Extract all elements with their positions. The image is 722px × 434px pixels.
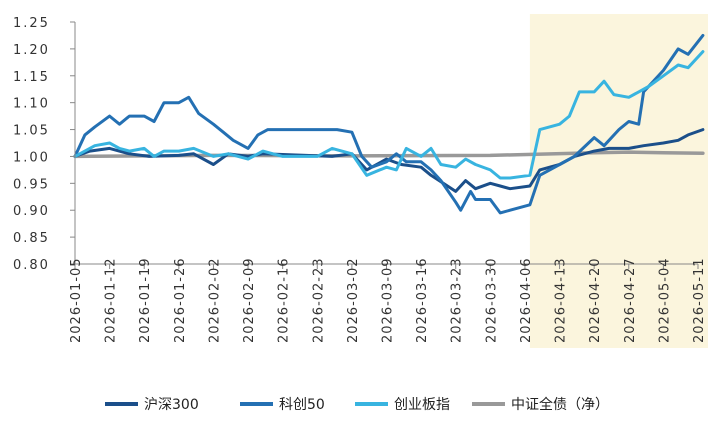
legend-label: 沪深300 [144,397,199,413]
x-tick-label: 2026-02-02 [207,257,222,343]
x-tick-label: 2026-04-13 [554,257,569,343]
series-line-2 [73,50,705,180]
x-tick-label: 2026-04-27 [623,257,638,343]
x-tick-label: 2026-04-06 [519,257,534,343]
legend-label: 中证全债（净） [511,396,609,413]
y-tick-label: 1.00 [13,150,50,165]
y-tick-label: 1.25 [13,16,50,31]
x-tick-label: 2026-03-09 [381,257,396,343]
highlight-band [529,14,708,348]
x-tick-label: 2026-01-05 [69,257,84,343]
series-lines [73,33,705,215]
y-tick-label: 0.90 [13,204,50,219]
x-tick-label: 2026-03-02 [346,257,361,343]
legend-label: 创业板指 [394,397,450,413]
y-tick-label: 0.85 [13,231,50,246]
x-tick-label: 2026-02-16 [277,257,292,343]
y-axis: 0.80 0.85 0.90 0.95 1.00 1.05 1.10 1.15 1.20 1.25 [13,16,76,273]
x-tick-label: 2026-05-04 [657,257,672,343]
x-tick-label: 2026-03-16 [415,257,430,343]
y-tick-label: 1.20 [13,43,50,58]
y-tick-label: 1.05 [13,124,50,139]
x-tick-label: 2026-02-09 [242,257,257,343]
x-tick-label: 2026-05-11 [692,257,707,343]
y-tick-label: 0.95 [13,177,50,192]
x-tick-label: 2026-04-20 [588,257,603,343]
y-tick-label: 1.15 [13,70,50,85]
x-tick-label: 2026-01-19 [138,257,153,343]
legend: 沪深300 科创50 创业板指 中证全债（净） [105,396,609,413]
x-axis: 2026-01-05 2026-01-12 2026-01-19 2026-01-26… [69,257,707,343]
x-tick-label: 2026-01-12 [104,257,119,343]
x-tick-label: 2026-02-23 [311,257,326,343]
x-tick-label: 2026-01-26 [173,257,188,343]
y-tick-label: 0.80 [13,258,50,273]
legend-label: 科创50 [279,397,325,413]
y-tick-label: 1.10 [13,97,50,112]
x-tick-label: 2026-03-23 [450,257,465,343]
x-tick-label: 2026-03-30 [484,257,499,343]
